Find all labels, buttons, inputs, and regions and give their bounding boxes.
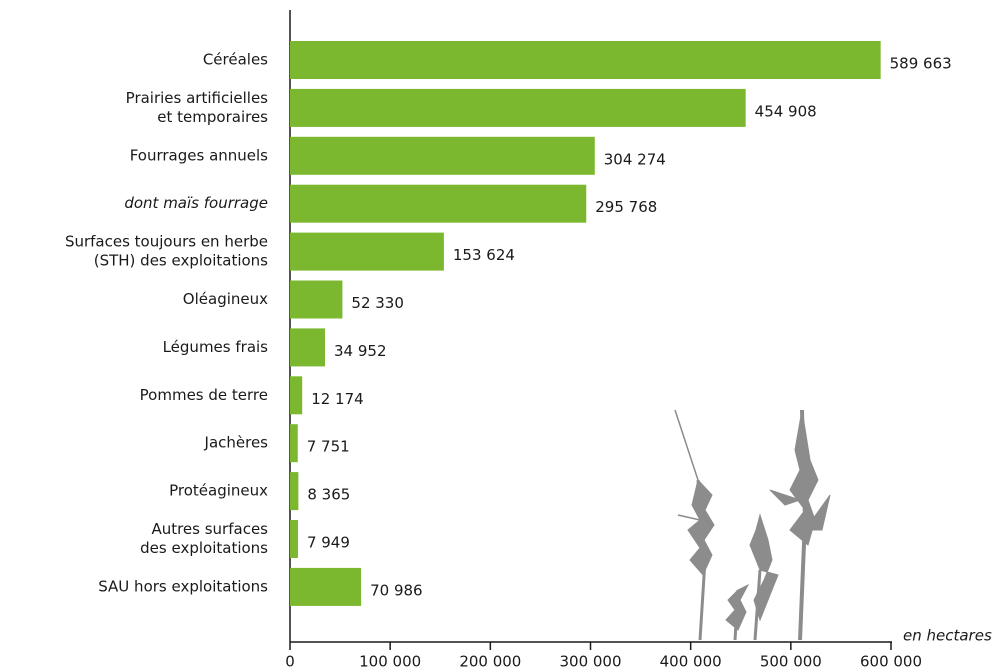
y-tick-label: Céréales: [203, 51, 268, 69]
x-tick-label: 400 000: [660, 653, 722, 671]
y-tick-label: Pommes de terre: [140, 386, 268, 404]
x-tick-label: 0: [285, 653, 295, 671]
value-label: 8 365: [307, 486, 350, 504]
value-label: 153 624: [453, 246, 515, 264]
y-tick-label: Prairies artificielles: [126, 89, 269, 107]
y-tick-label: Surfaces toujours en herbe: [65, 233, 268, 251]
x-tick-label: 100 000: [359, 653, 421, 671]
y-tick-label: des exploitations: [140, 539, 268, 557]
x-axis-label: en hectares: [903, 627, 992, 645]
x-tick-label: 200 000: [459, 653, 521, 671]
bar: [290, 424, 298, 463]
value-label: 589 663: [890, 55, 952, 73]
value-label: 295 768: [595, 198, 657, 216]
x-tick-label: 600 000: [860, 653, 922, 671]
bar: [290, 136, 595, 175]
x-tick-label: 300 000: [559, 653, 621, 671]
bar: [290, 88, 746, 127]
y-tick-label: et temporaires: [157, 108, 268, 126]
y-tick-label: Protéagineux: [169, 482, 268, 500]
wheat-illustration: [674, 409, 831, 641]
value-label: 7 751: [307, 438, 350, 456]
bar: [290, 232, 444, 271]
value-label: 7 949: [307, 534, 350, 552]
y-tick-label: Oléagineux: [183, 290, 268, 308]
y-tick-label: dont maïs fourrage: [124, 194, 268, 212]
x-tick-label: 500 000: [760, 653, 822, 671]
y-tick-label: Autres surfaces: [151, 520, 268, 538]
y-tick-label: Jachères: [204, 434, 269, 452]
bar: [290, 328, 326, 367]
bar: [290, 280, 343, 319]
value-label: 34 952: [334, 342, 387, 360]
y-tick-label: Fourrages annuels: [130, 146, 268, 164]
y-tick-label: Légumes frais: [163, 338, 269, 356]
bar: [290, 567, 362, 606]
value-label: 454 908: [755, 102, 817, 120]
value-label: 304 274: [604, 150, 666, 168]
value-label: 12 174: [311, 390, 364, 408]
bar: [290, 184, 587, 223]
bar: [290, 376, 303, 415]
value-label: 52 330: [351, 294, 404, 312]
y-tick-label: (STH) des exploitations: [94, 252, 268, 270]
y-tick-label: SAU hors exploitations: [98, 577, 268, 595]
bar: [290, 41, 881, 79]
value-label: 70 986: [370, 581, 423, 599]
bar: [290, 472, 299, 511]
bar: [290, 520, 298, 558]
